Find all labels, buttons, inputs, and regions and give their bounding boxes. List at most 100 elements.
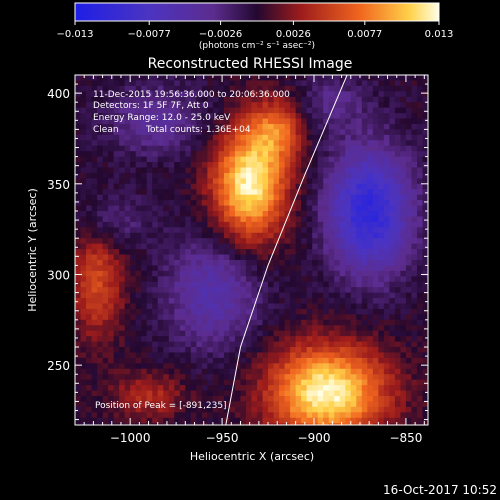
heatmap-cell xyxy=(130,162,137,169)
heatmap-cell xyxy=(201,80,208,87)
heatmap-cell xyxy=(400,298,407,305)
heatmap-cell xyxy=(306,96,313,103)
heatmap-cell xyxy=(146,216,153,223)
heatmap-cell xyxy=(102,385,109,392)
heatmap-cell xyxy=(350,134,357,141)
heatmap-cell xyxy=(262,243,269,250)
heatmap-cell xyxy=(367,270,374,277)
heatmap-cell xyxy=(168,80,175,87)
heatmap-cell xyxy=(290,102,297,109)
heatmap-cell xyxy=(152,385,159,392)
heatmap-cell xyxy=(168,287,175,294)
heatmap-cell xyxy=(163,249,170,256)
heatmap-cell xyxy=(245,276,253,283)
heatmap-cell xyxy=(334,205,341,212)
heatmap-cell xyxy=(190,357,197,364)
heatmap-cell xyxy=(157,140,164,147)
heatmap-cell xyxy=(207,336,214,343)
heatmap-cell xyxy=(113,211,120,218)
heatmap-cell xyxy=(102,91,109,98)
heatmap-cell xyxy=(284,385,291,392)
heatmap-cell xyxy=(268,385,275,392)
heatmap-cell xyxy=(229,162,236,169)
heatmap-cell xyxy=(257,395,264,403)
heatmap-cell xyxy=(201,281,208,288)
heatmap-cell xyxy=(146,298,153,305)
heatmap-cell xyxy=(86,107,93,114)
heatmap-cell xyxy=(350,172,357,179)
heatmap-cell xyxy=(279,238,286,245)
heatmap-cell xyxy=(185,347,192,354)
heatmap-cell xyxy=(312,276,319,283)
heatmap-cell xyxy=(108,412,115,419)
heatmap-cell xyxy=(345,319,352,326)
heatmap-cell xyxy=(262,308,269,315)
heatmap-cell xyxy=(91,368,98,375)
heatmap-cell xyxy=(268,211,275,218)
heatmap-cell xyxy=(400,80,407,87)
heatmap-cell xyxy=(262,276,269,283)
heatmap-cell xyxy=(75,172,82,179)
heatmap-cell xyxy=(295,347,302,354)
heatmap-cell xyxy=(295,172,302,179)
heatmap-cell xyxy=(301,134,308,141)
heatmap-cell xyxy=(75,412,82,419)
heatmap-cell xyxy=(245,80,253,87)
heatmap-cell xyxy=(119,287,126,294)
heatmap-cell xyxy=(317,259,324,267)
heatmap-cell xyxy=(130,249,137,256)
heatmap-cell xyxy=(245,385,253,392)
heatmap-cell xyxy=(234,341,242,348)
heatmap-cell xyxy=(290,107,297,114)
heatmap-cell xyxy=(135,167,142,174)
heatmap-cell xyxy=(383,205,390,212)
heatmap-cell xyxy=(389,303,396,310)
heatmap-cell xyxy=(361,287,368,294)
heatmap-cell xyxy=(405,238,413,245)
heatmap-cell xyxy=(119,401,126,408)
heatmap-cell xyxy=(174,417,181,424)
heatmap-cell xyxy=(146,417,153,424)
annotation-detectors: Detectors: 1F 5F 7F, Att 0 xyxy=(93,101,209,111)
heatmap-cell xyxy=(290,129,297,136)
heatmap-cell xyxy=(416,107,424,114)
heatmap-cell xyxy=(251,200,258,207)
heatmap-cell xyxy=(268,319,275,326)
heatmap-cell xyxy=(279,243,286,250)
heatmap-cell xyxy=(323,287,330,294)
heatmap-cell xyxy=(245,265,253,272)
heatmap-cell xyxy=(207,374,214,381)
heatmap-cell xyxy=(218,417,225,424)
heatmap-cell xyxy=(262,363,269,370)
heatmap-cell xyxy=(91,129,98,136)
heatmap-cell xyxy=(91,423,98,425)
heatmap-cell xyxy=(207,162,214,169)
heatmap-cell xyxy=(295,330,302,337)
heatmap-cell xyxy=(234,167,242,174)
heatmap-cell xyxy=(405,270,413,277)
heatmap-cell xyxy=(411,357,418,364)
heatmap-cell xyxy=(251,379,258,386)
heatmap-cell xyxy=(290,303,297,310)
heatmap-cell xyxy=(284,129,291,136)
heatmap-cell xyxy=(284,96,291,103)
heatmap-cell xyxy=(279,249,286,256)
heatmap-cell xyxy=(356,374,363,381)
heatmap-cell xyxy=(416,243,424,250)
heatmap-cell xyxy=(301,232,308,239)
heatmap-cell xyxy=(389,249,396,256)
heatmap-cell xyxy=(306,140,313,147)
heatmap-cell xyxy=(245,113,253,120)
heatmap-cell xyxy=(196,423,203,425)
heatmap-cell xyxy=(301,156,308,163)
heatmap-cell xyxy=(86,423,93,425)
heatmap-cell xyxy=(102,357,109,364)
heatmap-cell xyxy=(212,80,220,87)
heatmap-cell xyxy=(301,118,308,125)
heatmap-cell xyxy=(229,151,236,158)
heatmap-cell xyxy=(279,325,286,332)
heatmap-cell xyxy=(290,417,297,424)
heatmap-cell xyxy=(394,287,402,294)
heatmap-cell xyxy=(163,156,170,163)
heatmap-cell xyxy=(356,363,363,370)
